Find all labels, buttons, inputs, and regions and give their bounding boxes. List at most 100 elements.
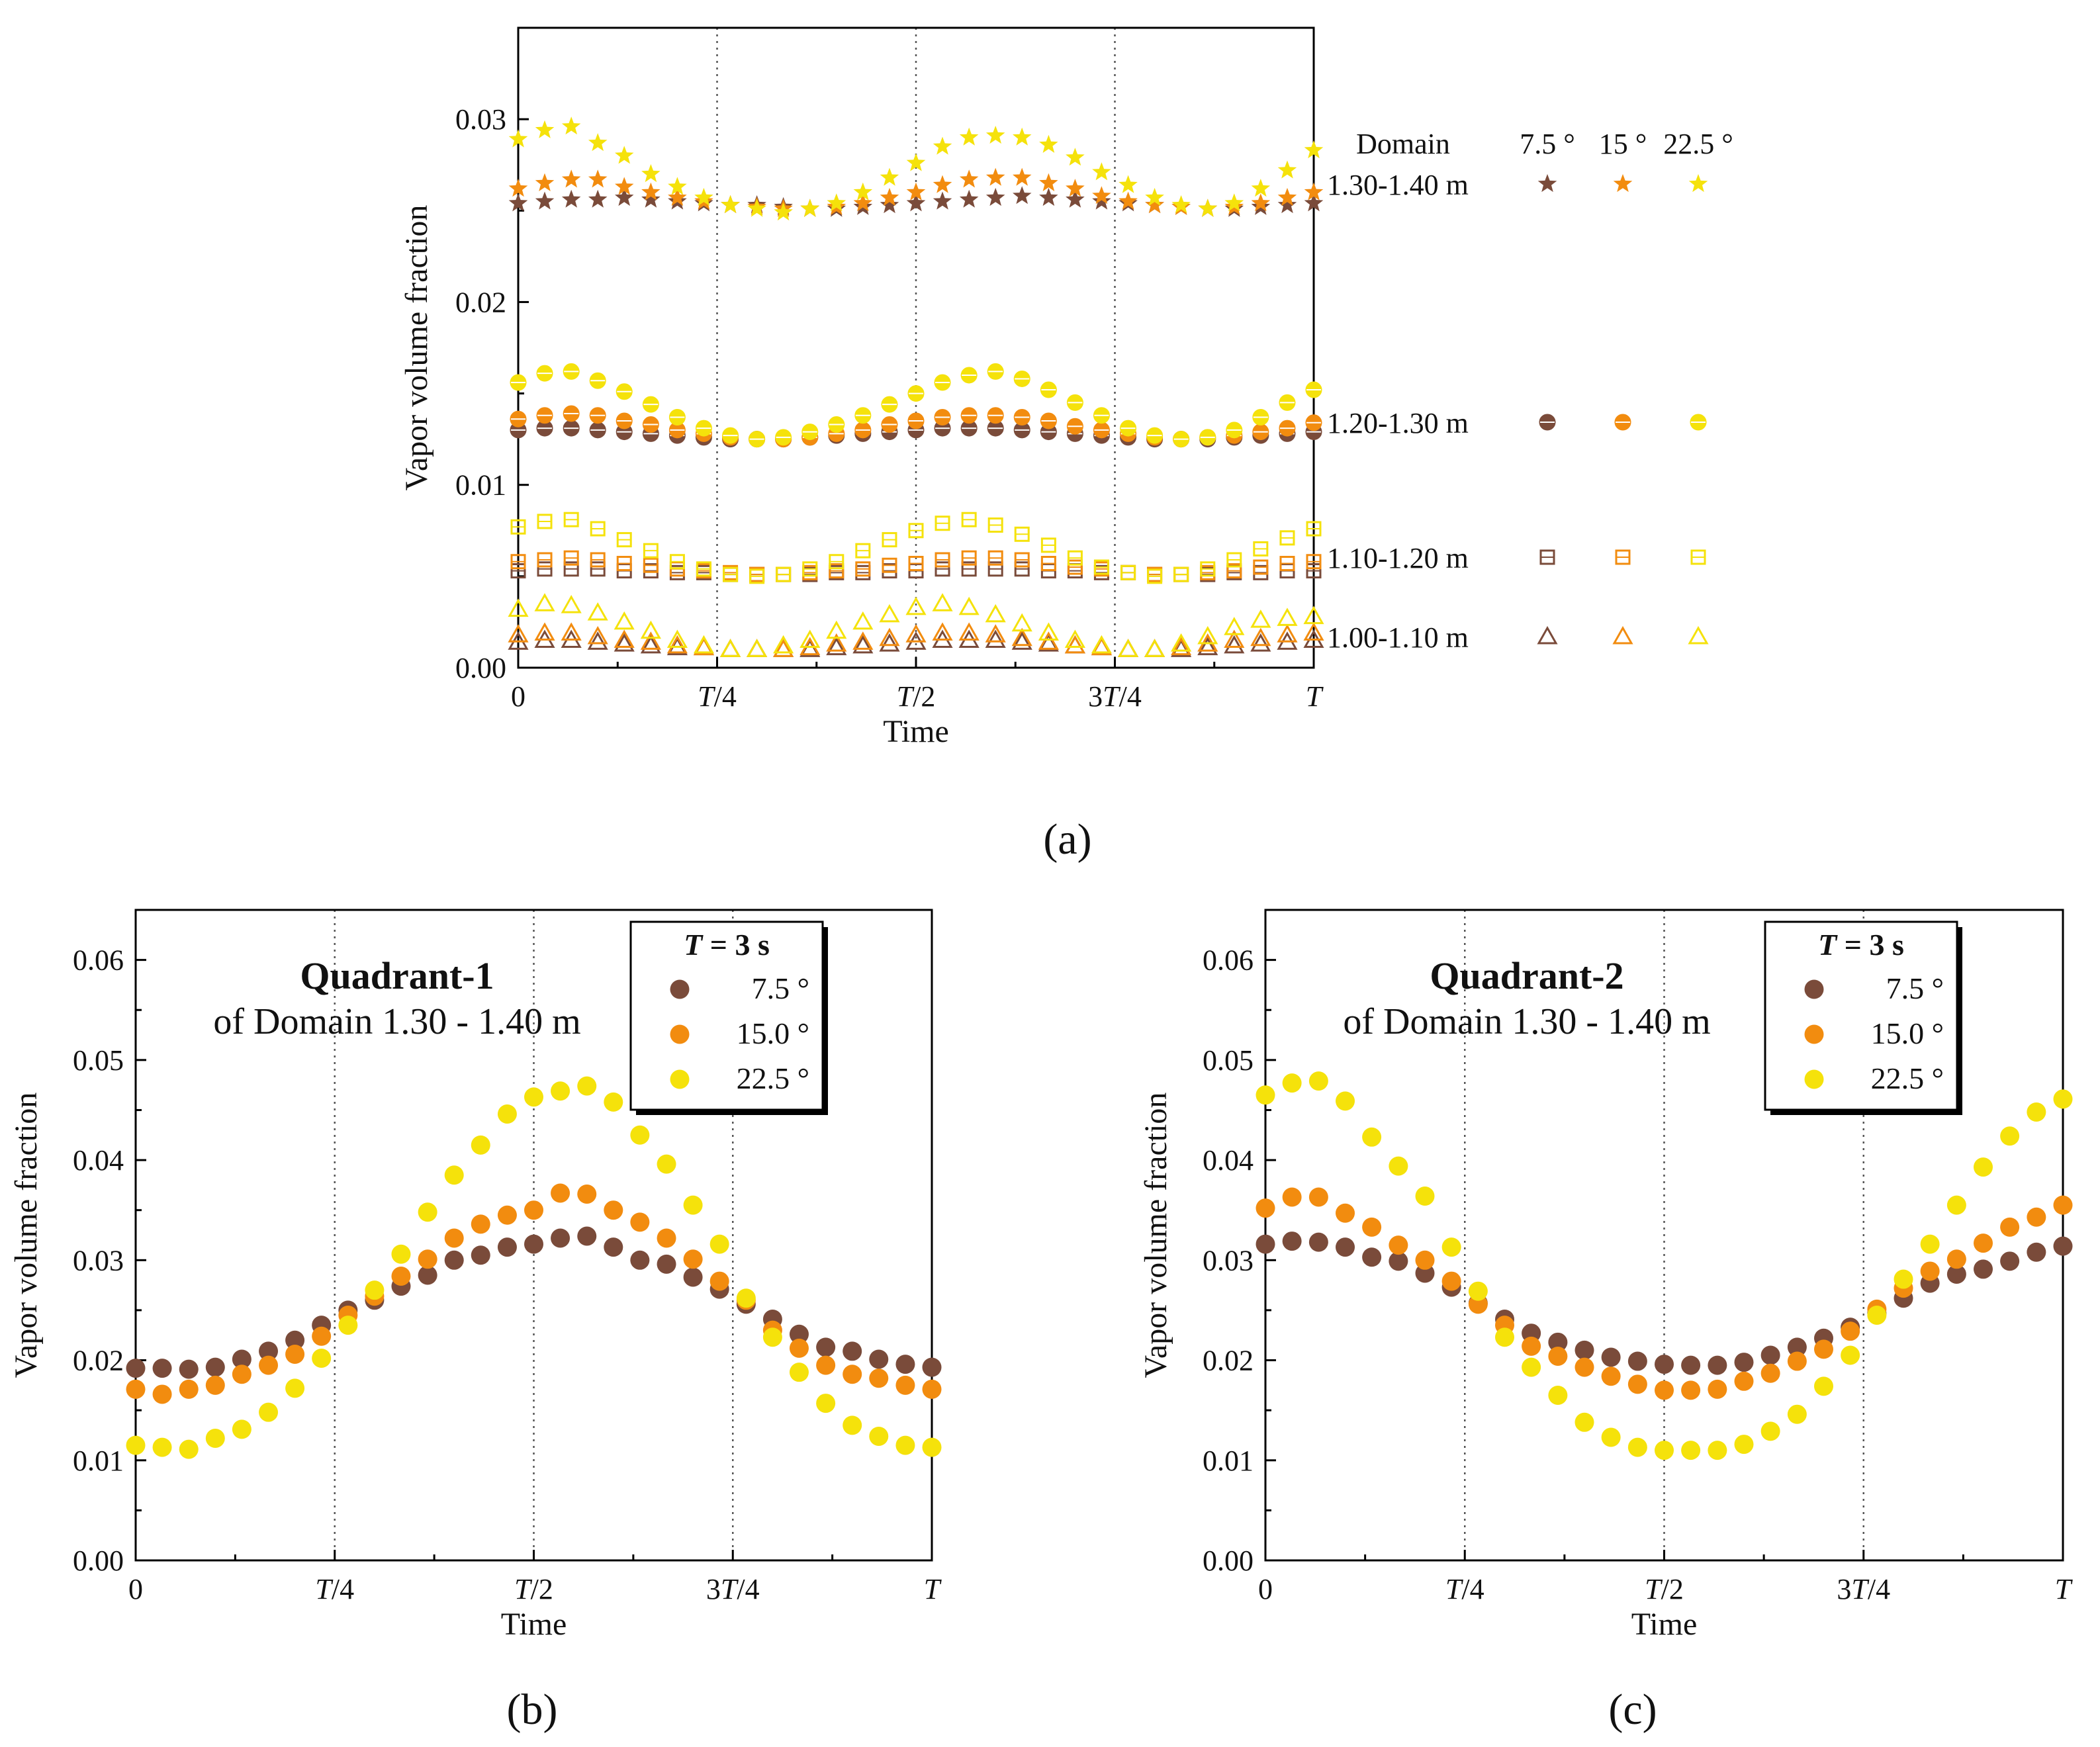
data-point-circle-yellow	[987, 363, 1004, 380]
data-point-star-yellow	[694, 187, 713, 206]
data-point-triangle-brown	[1197, 637, 1218, 656]
data-point-orange	[2053, 1195, 2073, 1215]
data-point-circle-yellow	[1120, 420, 1137, 437]
data-point-yellow	[1734, 1435, 1754, 1455]
data-point-square-brown	[563, 561, 579, 577]
data-point-triangle-brown	[1144, 639, 1165, 657]
x-tick-label: T/4	[698, 680, 737, 713]
quadrant-title: Quadrant-1	[300, 954, 494, 997]
data-point-yellow	[683, 1195, 703, 1215]
data-point-square-orange	[882, 557, 897, 573]
data-point-yellow	[1627, 1437, 1647, 1457]
data-point-triangle-orange	[587, 625, 608, 645]
data-point-orange	[1441, 1271, 1461, 1291]
data-point-square-orange	[590, 552, 606, 568]
data-point-orange	[312, 1326, 332, 1346]
data-point-triangle-orange	[1144, 639, 1165, 657]
data-point-square-orange	[643, 557, 659, 573]
data-point-yellow	[444, 1165, 464, 1185]
y-tick-label: 0.01	[455, 469, 506, 502]
data-point-triangle-brown	[852, 635, 874, 654]
data-point-triangle-yellow	[773, 635, 794, 654]
data-point-square-yellow	[616, 532, 632, 548]
data-point-square-orange	[908, 556, 924, 572]
y-tick-label: 0.00	[455, 652, 506, 684]
data-point-brown	[1575, 1340, 1594, 1360]
data-point-yellow	[1814, 1376, 1833, 1396]
data-point-triangle-yellow	[985, 604, 1006, 623]
y-tick-label: 0.04	[73, 1144, 124, 1177]
data-point-star-orange	[853, 193, 873, 212]
data-point-orange	[630, 1212, 650, 1232]
data-point-orange	[1362, 1217, 1382, 1237]
data-point-square-orange	[1014, 552, 1030, 568]
data-point-orange	[709, 1271, 729, 1291]
data-point-star-brown	[1066, 189, 1085, 208]
data-point-orange	[1974, 1233, 1993, 1253]
y-tick-label: 0.06	[73, 944, 124, 977]
legend-marker-circle-orange	[1614, 414, 1631, 431]
data-point-yellow	[1760, 1421, 1780, 1441]
data-point-star-yellow	[827, 193, 846, 212]
data-point-star-yellow	[721, 195, 740, 214]
data-point-square-yellow	[1093, 559, 1109, 575]
data-point-square-brown	[1014, 561, 1030, 577]
data-point-yellow	[2000, 1126, 2020, 1146]
data-point-triangle-yellow	[508, 598, 529, 617]
data-point-circle-orange	[881, 416, 898, 433]
data-point-orange	[471, 1214, 490, 1234]
legend-marker-triangle-orange	[1612, 625, 1633, 645]
data-point-circle-yellow	[907, 385, 925, 402]
data-point-star-brown	[959, 189, 979, 208]
data-point-triangle-brown	[985, 629, 1006, 649]
data-point-circle-yellow	[775, 429, 792, 446]
data-point-orange	[922, 1379, 942, 1399]
data-point-triangle-yellow	[719, 639, 741, 657]
data-point-circle-yellow	[881, 396, 898, 413]
x-tick-label: 3T/4	[1837, 1573, 1890, 1605]
data-point-triangle-brown	[826, 637, 847, 656]
data-point-square-orange	[987, 550, 1003, 566]
data-point-square-brown	[1306, 563, 1322, 579]
data-point-triangle-yellow	[1197, 625, 1218, 645]
data-point-star-yellow	[508, 129, 528, 148]
data-point-yellow	[709, 1234, 729, 1254]
data-point-star-yellow	[1066, 148, 1085, 166]
data-point-star-brown	[588, 189, 608, 208]
data-point-brown	[1282, 1232, 1302, 1251]
data-point-star-yellow	[668, 177, 687, 195]
legend-marker-square-brown	[1539, 549, 1555, 565]
data-point-orange	[126, 1379, 146, 1399]
data-point-circle-orange	[987, 407, 1004, 424]
x-tick-label: 3T/4	[1088, 680, 1142, 713]
data-point-yellow	[179, 1439, 199, 1459]
data-point-star-orange	[933, 175, 952, 193]
data-point-circle-orange	[1305, 414, 1322, 431]
data-point-yellow	[869, 1426, 889, 1446]
panel-label-a: (a)	[1043, 815, 1091, 864]
data-point-orange	[1575, 1357, 1594, 1377]
data-point-yellow	[232, 1419, 251, 1439]
data-point-circle-orange	[616, 412, 633, 429]
data-point-brown	[1708, 1355, 1727, 1375]
legend-angle-header: 7.5 °	[1520, 128, 1575, 160]
data-point-brown	[1974, 1259, 1993, 1279]
data-point-yellow	[1894, 1269, 1913, 1289]
x-tick-label: T	[1306, 680, 1324, 713]
data-point-star-orange	[1066, 179, 1085, 197]
data-point-circle-yellow	[589, 372, 606, 389]
data-point-triangle-brown	[1224, 635, 1245, 654]
data-point-brown	[126, 1359, 146, 1378]
data-point-star-brown	[641, 189, 661, 208]
legend-angle-header: 22.5 °	[1663, 128, 1733, 160]
data-point-star-orange	[508, 179, 528, 197]
data-point-star-orange	[668, 187, 687, 206]
data-point-triangle-orange	[1064, 635, 1085, 654]
legend-marker-yellow	[1804, 1069, 1824, 1089]
data-point-orange	[1920, 1261, 1940, 1281]
data-point-triangle-brown	[1011, 631, 1032, 650]
x-tick-label: 0	[128, 1573, 143, 1605]
y-tick-label: 0.05	[73, 1044, 124, 1077]
panel-c-chart: 0.00 0.01 0.02 0.03 0.04 0.05 0.06 0 T/4 T/2 3T/4 T…	[1138, 909, 2074, 1734]
legend-angle-header: 15 °	[1599, 128, 1647, 160]
